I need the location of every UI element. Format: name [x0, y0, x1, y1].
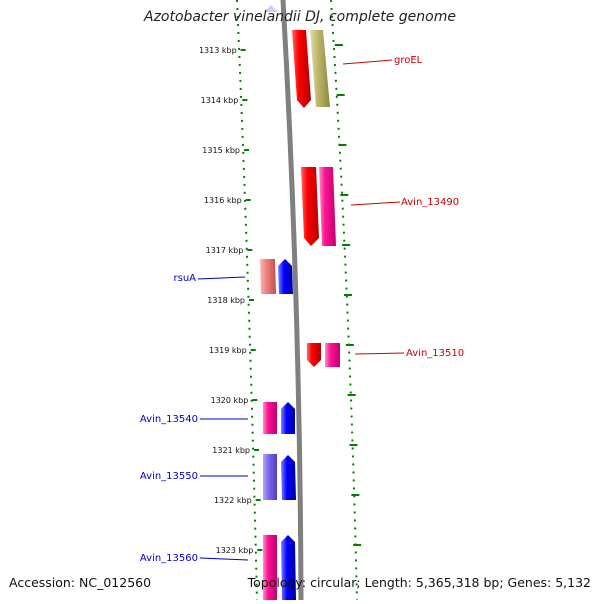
gene-groEL-pair[interactable] — [292, 30, 330, 108]
groEL-leader — [342, 59, 393, 65]
accession-text: Accession: NC_012560 — [9, 575, 152, 590]
avin-13560-leader — [199, 557, 249, 561]
gene-feature[interactable] — [325, 343, 340, 367]
tick-label: 1321 kbp — [212, 446, 250, 455]
tick-label: 1320 kbp — [211, 396, 249, 405]
gene-label-avin-13490[interactable]: Avin_13490 — [401, 197, 459, 208]
gene-feature[interactable] — [281, 455, 296, 500]
gene-avin-13490-pair[interactable] — [301, 167, 336, 246]
gene-avin-13560-pair[interactable] — [263, 535, 296, 600]
gene-label-avin-13540[interactable]: Avin_13540 — [140, 414, 198, 425]
gene-label-rsuA[interactable]: rsuA — [174, 273, 197, 284]
gene-feature[interactable] — [263, 454, 277, 500]
tick-label: 1318 kbp — [207, 296, 245, 305]
gene-feature[interactable] — [278, 259, 293, 294]
gene-feature[interactable] — [263, 402, 277, 434]
tick-label: 1315 kbp — [202, 146, 240, 155]
gene-feature[interactable] — [307, 343, 321, 367]
origin-marker — [264, 5, 278, 12]
gene-feature[interactable] — [263, 535, 277, 600]
gene-feature[interactable] — [281, 535, 296, 600]
gene-feature[interactable] — [310, 30, 330, 107]
map-title: Azotobacter vinelandii DJ, complete geno… — [144, 9, 456, 25]
gene-feature[interactable] — [319, 167, 336, 246]
avin-13510-leader — [354, 352, 405, 355]
tick-marks: 1313 kbp 1314 kbp 1315 kbp 1316 kbp 1317 kbp… — [199, 44, 362, 555]
outer-track-border — [330, 0, 358, 601]
tick-label: 1313 kbp — [199, 46, 237, 55]
tick-label: 1319 kbp — [209, 346, 247, 355]
gene-feature[interactable] — [260, 259, 276, 294]
gene-label-avin-13550[interactable]: Avin_13550 — [140, 471, 198, 482]
gene-avin-13510-pair[interactable] — [307, 343, 340, 367]
rsuA-leader — [197, 276, 246, 280]
gene-rsuA-pair[interactable] — [260, 259, 293, 294]
gene-feature[interactable] — [281, 402, 295, 434]
tick-label: 1316 kbp — [204, 196, 242, 205]
tick-label: 1322 kbp — [214, 496, 252, 505]
genome-summary: Topology: circular; Length: 5,365,318 bp… — [247, 575, 591, 590]
gene-label-avin-13560[interactable]: Avin_13560 — [140, 553, 198, 564]
tick-label: 1314 kbp — [201, 96, 239, 105]
gene-feature[interactable] — [292, 30, 311, 108]
gene-label-groEL[interactable]: groEL — [394, 55, 423, 66]
avin-13490-leader — [350, 201, 401, 206]
gene-label-avin-13510[interactable]: Avin_13510 — [406, 348, 464, 359]
tick-label: 1323 kbp — [216, 546, 254, 555]
gene-feature[interactable] — [301, 167, 319, 246]
genome-backbone — [280, 0, 304, 601]
gene-avin-13550-pair[interactable] — [263, 454, 296, 500]
tick-label: 1317 kbp — [206, 246, 244, 255]
gene-avin-13540-pair[interactable] — [263, 402, 295, 434]
